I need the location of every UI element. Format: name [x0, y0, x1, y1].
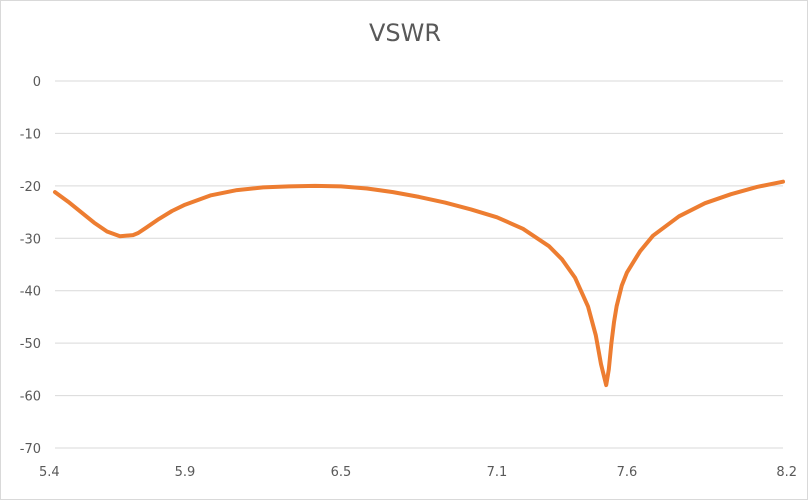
chart-title: VSWR — [368, 19, 442, 47]
x-tick-label: 7.1 — [487, 465, 508, 480]
gridlines — [55, 80, 783, 449]
y-tick-label: -30 — [20, 232, 41, 247]
x-tick-label: 6.5 — [331, 465, 352, 480]
series-line-0 — [53, 179, 785, 388]
y-tick-label: -60 — [20, 390, 41, 405]
y-tick-label: -50 — [20, 337, 41, 352]
x-tick-label: 7.6 — [617, 465, 638, 480]
x-axis-tick-labels: 5.4 5.9 6.5 7.1 7.6 8.2 — [39, 465, 797, 480]
y-tick-label: -40 — [20, 285, 41, 300]
y-tick-label: -10 — [20, 127, 41, 142]
y-axis-tick-labels: 0 -10 -20 -30 -40 -50 -60 -70 — [20, 75, 41, 457]
y-tick-label: -20 — [20, 180, 41, 195]
series-layer — [53, 179, 785, 388]
x-tick-label: 5.9 — [175, 465, 196, 480]
x-tick-label: 5.4 — [39, 465, 60, 480]
x-tick-label: 8.2 — [776, 465, 797, 480]
y-tick-label: -70 — [20, 442, 41, 457]
y-tick-label: 0 — [33, 75, 41, 90]
